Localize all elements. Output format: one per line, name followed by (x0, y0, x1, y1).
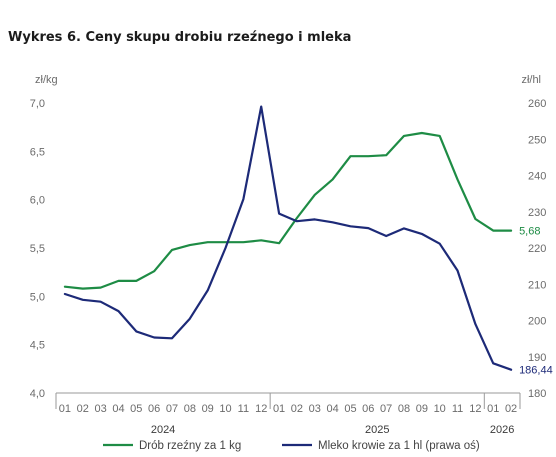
x-tick-label: 07 (380, 403, 392, 415)
x-tick-label: 05 (130, 403, 142, 415)
chart-title: Wykres 6. Ceny skupu drobiu rzeźnego i m… (8, 30, 352, 45)
left-tick-label: 4,0 (30, 388, 45, 400)
right-tick-label: 250 (528, 134, 546, 146)
right-tick-label: 200 (528, 316, 546, 328)
right-tick-label: 220 (528, 243, 546, 255)
x-tick-label: 02 (505, 403, 517, 415)
left-axis-unit: zł/kg (35, 74, 58, 86)
milk-price-line (63, 105, 513, 371)
year-label: 2025 (365, 424, 389, 436)
x-tick-label: 11 (238, 403, 249, 415)
legend-label-poultry: Drób rzeźny za 1 kg (139, 440, 241, 452)
right-tick-label: 230 (528, 207, 546, 219)
right-tick-label: 240 (528, 171, 546, 183)
x-tick-label: 11 (452, 403, 463, 415)
left-tick-label: 4,5 (30, 340, 45, 352)
x-tick-label: 01 (59, 403, 71, 415)
left-tick-label: 7,0 (30, 98, 45, 110)
x-tick-label: 12 (255, 403, 267, 415)
left-tick-label: 5,0 (30, 291, 45, 303)
x-tick-label: 03 (309, 403, 321, 415)
right-tick-label: 190 (528, 352, 546, 364)
year-label: 2026 (490, 424, 514, 436)
x-tick-label: 08 (398, 403, 410, 415)
right-tick-label: 180 (528, 388, 546, 400)
x-tick-label: 08 (184, 403, 196, 415)
x-tick-label: 09 (202, 403, 214, 415)
left-tick-label: 6,5 (30, 146, 45, 158)
x-tick-label: 02 (291, 403, 303, 415)
poultry-end-label: 5,68 (519, 226, 540, 238)
milk-end-label: 186,44 (519, 365, 553, 377)
left-tick-label: 5,5 (30, 243, 45, 255)
year-label: 2024 (151, 424, 175, 436)
right-axis-unit: zł/hl (521, 74, 541, 86)
x-tick-label: 06 (362, 403, 374, 415)
x-tick-label: 04 (326, 403, 338, 415)
left-tick-label: 6,0 (30, 195, 45, 207)
x-tick-label: 12 (469, 403, 481, 415)
x-tick-label: 03 (94, 403, 106, 415)
x-tick-label: 02 (77, 403, 89, 415)
x-tick-label: 04 (112, 403, 124, 415)
x-tick-label: 10 (434, 403, 446, 415)
x-tick-label: 09 (416, 403, 428, 415)
x-tick-label: 01 (487, 403, 499, 415)
legend-label-milk: Mleko krowie za 1 hl (prawa oś) (318, 440, 480, 452)
right-tick-label: 260 (528, 98, 546, 110)
x-tick-label: 10 (219, 403, 231, 415)
right-tick-label: 210 (528, 279, 546, 291)
x-tick-label: 07 (166, 403, 178, 415)
poultry-price-line (63, 131, 513, 290)
x-tick-label: 01 (273, 403, 285, 415)
x-tick-label: 06 (148, 403, 160, 415)
x-tick-label: 05 (344, 403, 356, 415)
